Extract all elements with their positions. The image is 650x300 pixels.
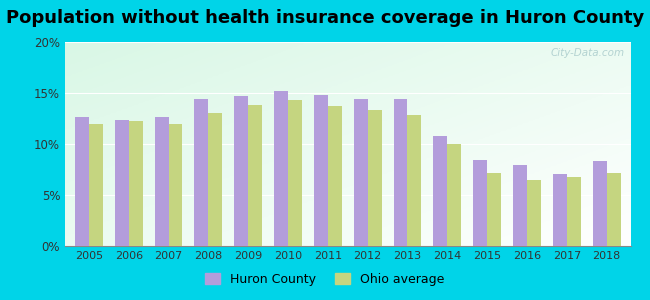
Bar: [234, 96, 248, 246]
Bar: [168, 124, 183, 246]
Bar: [115, 119, 129, 246]
Bar: [527, 180, 541, 246]
Bar: [447, 144, 462, 246]
Bar: [487, 172, 501, 246]
Bar: [314, 95, 328, 246]
Bar: [606, 172, 621, 246]
Bar: [393, 99, 408, 246]
Bar: [129, 121, 142, 246]
Bar: [328, 106, 342, 246]
Bar: [155, 118, 168, 246]
Bar: [593, 161, 606, 246]
Bar: [75, 118, 89, 246]
Text: City-Data.com: City-Data.com: [551, 48, 625, 58]
Bar: [194, 99, 209, 246]
Bar: [553, 174, 567, 246]
Bar: [473, 160, 487, 246]
Bar: [368, 110, 382, 246]
Bar: [354, 99, 368, 246]
Bar: [274, 91, 288, 246]
Bar: [513, 165, 527, 246]
Bar: [89, 124, 103, 246]
Bar: [434, 136, 447, 246]
Bar: [288, 100, 302, 246]
Bar: [408, 116, 421, 246]
Legend: Huron County, Ohio average: Huron County, Ohio average: [200, 268, 450, 291]
Text: Population without health insurance coverage in Huron County: Population without health insurance cove…: [6, 9, 644, 27]
Bar: [209, 113, 222, 246]
Bar: [248, 105, 262, 246]
Bar: [567, 177, 580, 246]
